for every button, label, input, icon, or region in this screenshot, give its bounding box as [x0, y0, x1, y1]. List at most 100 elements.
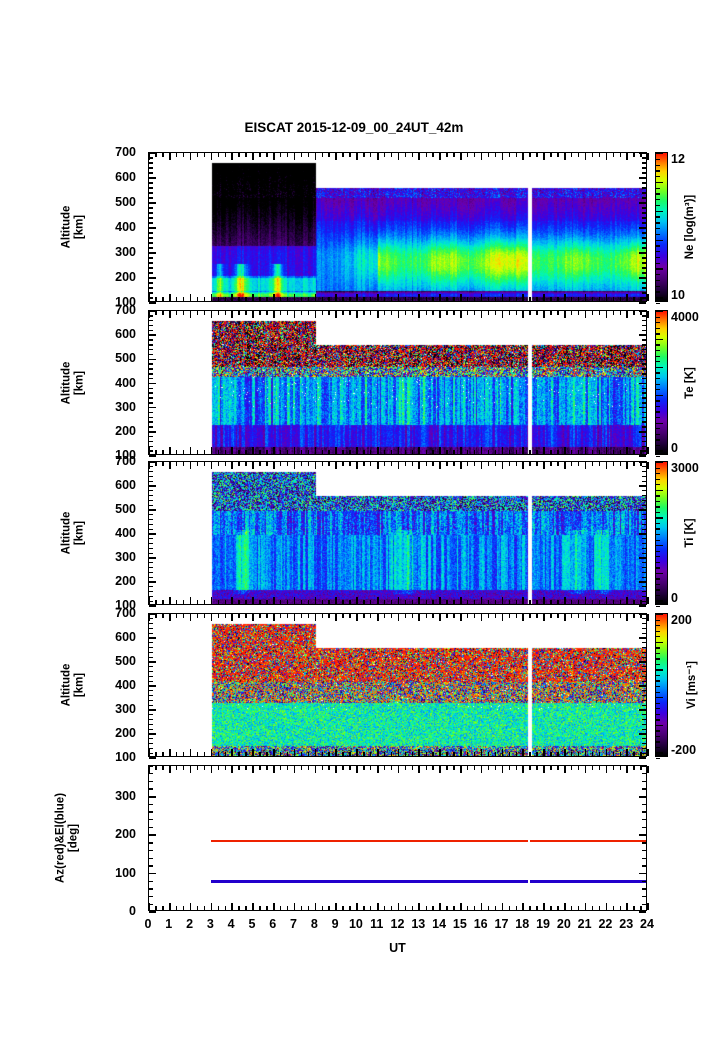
x-tick-minor	[390, 462, 393, 466]
y-tick-minor	[642, 528, 646, 530]
x-tick-minor	[314, 153, 317, 157]
y-tick-minor	[642, 661, 646, 663]
x-tick-minor	[529, 450, 531, 454]
x-tick-minor	[238, 614, 240, 618]
x-tick-minor	[182, 311, 185, 315]
x-tick-minor	[383, 600, 386, 604]
x-tick-minor	[349, 297, 351, 301]
x-tick-minor	[377, 614, 379, 618]
x-tick-minor	[342, 450, 344, 454]
x-tick-minor	[390, 153, 393, 157]
y-tick-minor	[642, 738, 646, 740]
y-tick-minor	[149, 699, 153, 702]
x-tick-minor	[446, 450, 448, 454]
x-tick-minor	[300, 752, 303, 756]
x-tick-minor	[557, 752, 559, 756]
y-tick-minor	[642, 895, 646, 898]
x-tick-minor	[335, 614, 337, 618]
x-tick-minor	[550, 450, 552, 454]
x-tick-label: 15	[452, 917, 467, 931]
x-tick-label: 21	[577, 917, 592, 931]
x-tick-minor	[176, 153, 178, 157]
x-tick-minor	[307, 450, 310, 454]
x-tick-minor	[162, 450, 164, 454]
x-tick-minor	[342, 614, 344, 618]
x-tick-minor	[501, 614, 504, 618]
y-tick-minor	[149, 872, 153, 875]
x-tick-minor	[377, 600, 379, 604]
x-tick-minor	[356, 906, 358, 910]
x-tick-minor	[217, 752, 219, 756]
x-tick-minor	[231, 153, 233, 157]
x-tick-minor	[550, 311, 552, 315]
y-tick-minor	[149, 765, 153, 767]
x-tick-minor	[356, 600, 358, 604]
y-tick-minor	[149, 880, 153, 882]
x-tick-minor	[210, 311, 213, 315]
x-tick-minor	[252, 600, 254, 604]
x-tick-minor	[571, 153, 573, 157]
x-tick-minor	[286, 600, 289, 604]
x-tick-minor	[349, 752, 351, 756]
x-tick-minor	[252, 614, 254, 618]
x-tick-minor	[356, 752, 358, 756]
y-tick-minor	[642, 232, 646, 234]
x-tick-minor	[224, 153, 226, 157]
x-tick-minor	[210, 297, 213, 301]
x-tick-minor	[370, 450, 372, 454]
y-tick-minor	[149, 262, 153, 264]
y-tick-minor	[642, 167, 646, 169]
y-tick-minor	[149, 187, 153, 189]
colorbar-title-ti: Ti [K]	[684, 518, 696, 548]
x-tick-minor	[439, 766, 441, 770]
x-tick-minor	[335, 766, 337, 770]
y-tick-minor	[149, 411, 153, 414]
x-tick-minor	[605, 297, 608, 301]
x-tick-minor	[390, 297, 393, 301]
y-tick-minor	[149, 661, 153, 663]
y-tick-minor	[642, 666, 646, 668]
y-axis-title-text: Altitude	[60, 511, 73, 555]
y-axis-unit-text: [km]	[73, 672, 86, 698]
x-tick-minor	[591, 752, 594, 756]
colorbar-title-ne: Ne [log(m³)]	[684, 194, 696, 260]
y-tick-minor	[642, 267, 646, 269]
x-tick-minor	[564, 766, 566, 770]
y-tick-minor	[642, 780, 646, 783]
x-tick-minor	[494, 462, 497, 466]
x-tick-minor	[363, 311, 365, 315]
x-tick-minor	[217, 462, 219, 466]
x-tick-minor	[217, 153, 219, 157]
x-tick-minor	[577, 297, 580, 301]
x-tick-minor	[633, 752, 635, 756]
x-tick-minor	[196, 153, 199, 157]
x-tick-minor	[238, 752, 240, 756]
x-tick-minor	[536, 153, 538, 157]
x-tick-minor	[474, 153, 476, 157]
x-tick-minor	[259, 752, 261, 756]
x-tick-minor	[155, 462, 157, 466]
panel-te	[148, 310, 649, 457]
x-tick-minor	[584, 906, 587, 910]
x-tick-minor	[259, 614, 261, 618]
x-tick-minor	[342, 600, 344, 604]
x-tick-minor	[300, 297, 303, 301]
x-tick-minor	[564, 297, 566, 301]
y-tick-minor	[642, 819, 646, 821]
panel-azel-plot-area	[149, 766, 646, 910]
x-tick-label: 3	[206, 917, 214, 931]
y-tick-minor	[642, 212, 646, 214]
x-tick-minor	[480, 311, 483, 315]
x-tick-minor	[217, 297, 219, 301]
x-tick-minor	[584, 297, 587, 301]
x-tick-minor	[460, 450, 462, 454]
x-tick-minor	[591, 600, 594, 604]
x-tick-minor	[279, 450, 282, 454]
y-tick-minor	[642, 461, 646, 463]
x-tick-minor	[605, 906, 608, 910]
data-gap-marker	[528, 766, 531, 910]
x-tick-minor	[480, 906, 483, 910]
x-tick-minor	[300, 614, 303, 618]
x-tick-minor	[432, 766, 434, 770]
x-tick-minor	[189, 462, 192, 466]
